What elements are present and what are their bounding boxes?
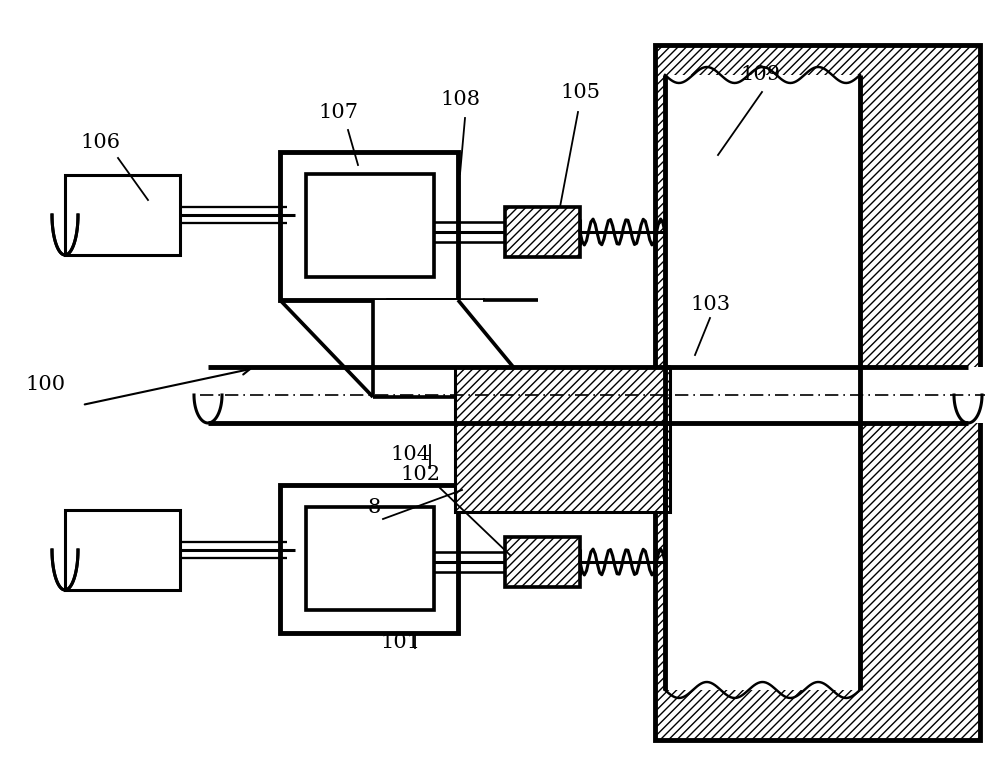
- Text: 103: 103: [690, 295, 730, 314]
- Bar: [65, 175, 180, 255]
- Bar: [665, 75, 860, 690]
- Bar: [505, 207, 580, 257]
- Bar: [65, 510, 180, 590]
- Bar: [373, 300, 538, 397]
- Text: 105: 105: [560, 83, 600, 102]
- Bar: [388, 300, 483, 397]
- Bar: [505, 537, 580, 587]
- Text: 104: 104: [390, 445, 430, 464]
- Text: 102: 102: [400, 465, 440, 484]
- Text: 107: 107: [318, 103, 358, 122]
- Bar: [655, 45, 980, 740]
- Text: 109: 109: [740, 65, 780, 84]
- Bar: [280, 485, 458, 633]
- Bar: [306, 507, 434, 610]
- Text: 8: 8: [368, 498, 381, 517]
- Bar: [280, 152, 458, 300]
- Text: 101: 101: [380, 633, 420, 652]
- Bar: [306, 174, 434, 277]
- Text: 106: 106: [80, 133, 120, 152]
- Bar: [193, 367, 983, 423]
- Bar: [455, 367, 670, 512]
- Text: 108: 108: [440, 90, 480, 109]
- Text: 100: 100: [25, 375, 65, 394]
